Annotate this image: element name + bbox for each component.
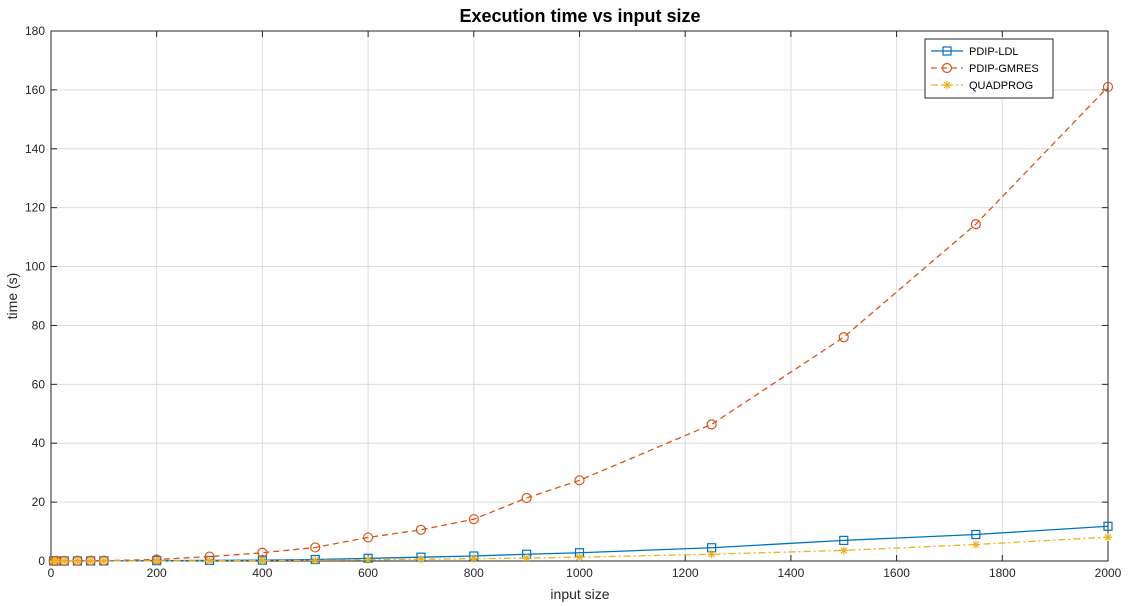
x-tick-label: 1200 — [672, 566, 699, 580]
x-tick-label: 1600 — [883, 566, 910, 580]
data-point-quadprog — [86, 556, 95, 565]
y-tick-label: 140 — [25, 142, 45, 156]
data-point-pdip-gmres — [521, 492, 532, 504]
data-point-pdip-ldl — [839, 535, 849, 545]
data-point-pdip-ldl — [1103, 521, 1113, 531]
data-point-pdip-gmres — [468, 514, 479, 525]
data-point-quadprog — [1104, 533, 1112, 542]
x-tick-label: 1800 — [989, 566, 1016, 580]
data-point-pdip-gmres — [838, 332, 849, 343]
y-tick-label: 160 — [25, 83, 45, 97]
legend: PDIP-LDL PDIP-GMRES QUADPROG — [924, 38, 1054, 99]
chart-title: Execution time vs input size — [459, 6, 700, 26]
data-point-quadprog — [258, 556, 267, 565]
legend-marker-quadprog — [943, 81, 951, 89]
data-point-pdip-gmres — [706, 419, 717, 430]
x-tick-label: 0 — [48, 566, 55, 580]
data-point-quadprog — [52, 556, 61, 565]
data-point-quadprog — [364, 555, 373, 564]
data-point-pdip-gmres — [310, 542, 321, 553]
legend-marker-pdip-gmres — [941, 62, 953, 74]
y-tick-label: 60 — [32, 377, 46, 391]
legend-label-quadprog: QUADPROG — [969, 80, 1033, 92]
data-point-quadprog — [311, 556, 320, 565]
data-point-pdip-gmres — [1102, 81, 1114, 93]
data-point-quadprog — [971, 540, 980, 549]
data-point-quadprog — [469, 554, 478, 563]
x-tick-label: 1400 — [778, 566, 805, 580]
data-point-quadprog — [152, 556, 161, 565]
y-tick-label: 0 — [38, 554, 45, 568]
x-tick-label: 2000 — [1095, 566, 1122, 580]
x-tick-label: 800 — [464, 566, 484, 580]
data-point-quadprog — [205, 556, 214, 565]
y-tick-label: 20 — [32, 495, 46, 509]
data-point-pdip-gmres — [415, 524, 427, 535]
x-tick-label: 400 — [252, 566, 272, 580]
series-lines — [48, 81, 1114, 567]
series-quadprog — [49, 533, 1112, 565]
data-point-pdip-gmres — [363, 532, 374, 543]
data-point-quadprog — [522, 554, 531, 563]
data-point-quadprog — [575, 553, 584, 562]
x-tick-label: 600 — [358, 566, 378, 580]
data-point-quadprog — [73, 556, 82, 565]
data-point-quadprog — [707, 550, 716, 559]
y-axis-label: time (s) — [4, 273, 20, 320]
legend-marker-pdip-ldl — [942, 46, 952, 56]
x-axis-label: input size — [550, 586, 609, 602]
data-point-quadprog — [839, 546, 848, 555]
legend-label-pdip-ldl: PDIP-LDL — [969, 46, 1019, 58]
x-tick-label: 1000 — [566, 566, 593, 580]
data-point-quadprog — [99, 556, 108, 565]
y-tick-label: 40 — [32, 436, 46, 450]
data-point-quadprog — [60, 556, 69, 565]
axis-ticks: 0 200 400 600 800 1000 1200 1400 1600 1800 2000 0 20… — [25, 24, 1122, 580]
y-tick-label: 180 — [25, 24, 45, 38]
x-tick-label: 200 — [147, 566, 167, 580]
y-tick-label: 120 — [25, 201, 45, 215]
y-tick-label: 100 — [25, 260, 45, 274]
data-point-quadprog — [416, 555, 425, 564]
y-tick-label: 80 — [32, 318, 46, 332]
data-point-pdip-gmres — [970, 219, 981, 230]
data-point-pdip-ldl — [971, 529, 981, 540]
legend-label-pdip-gmres: PDIP-GMRES — [969, 63, 1039, 75]
data-point-pdip-gmres — [574, 475, 585, 486]
